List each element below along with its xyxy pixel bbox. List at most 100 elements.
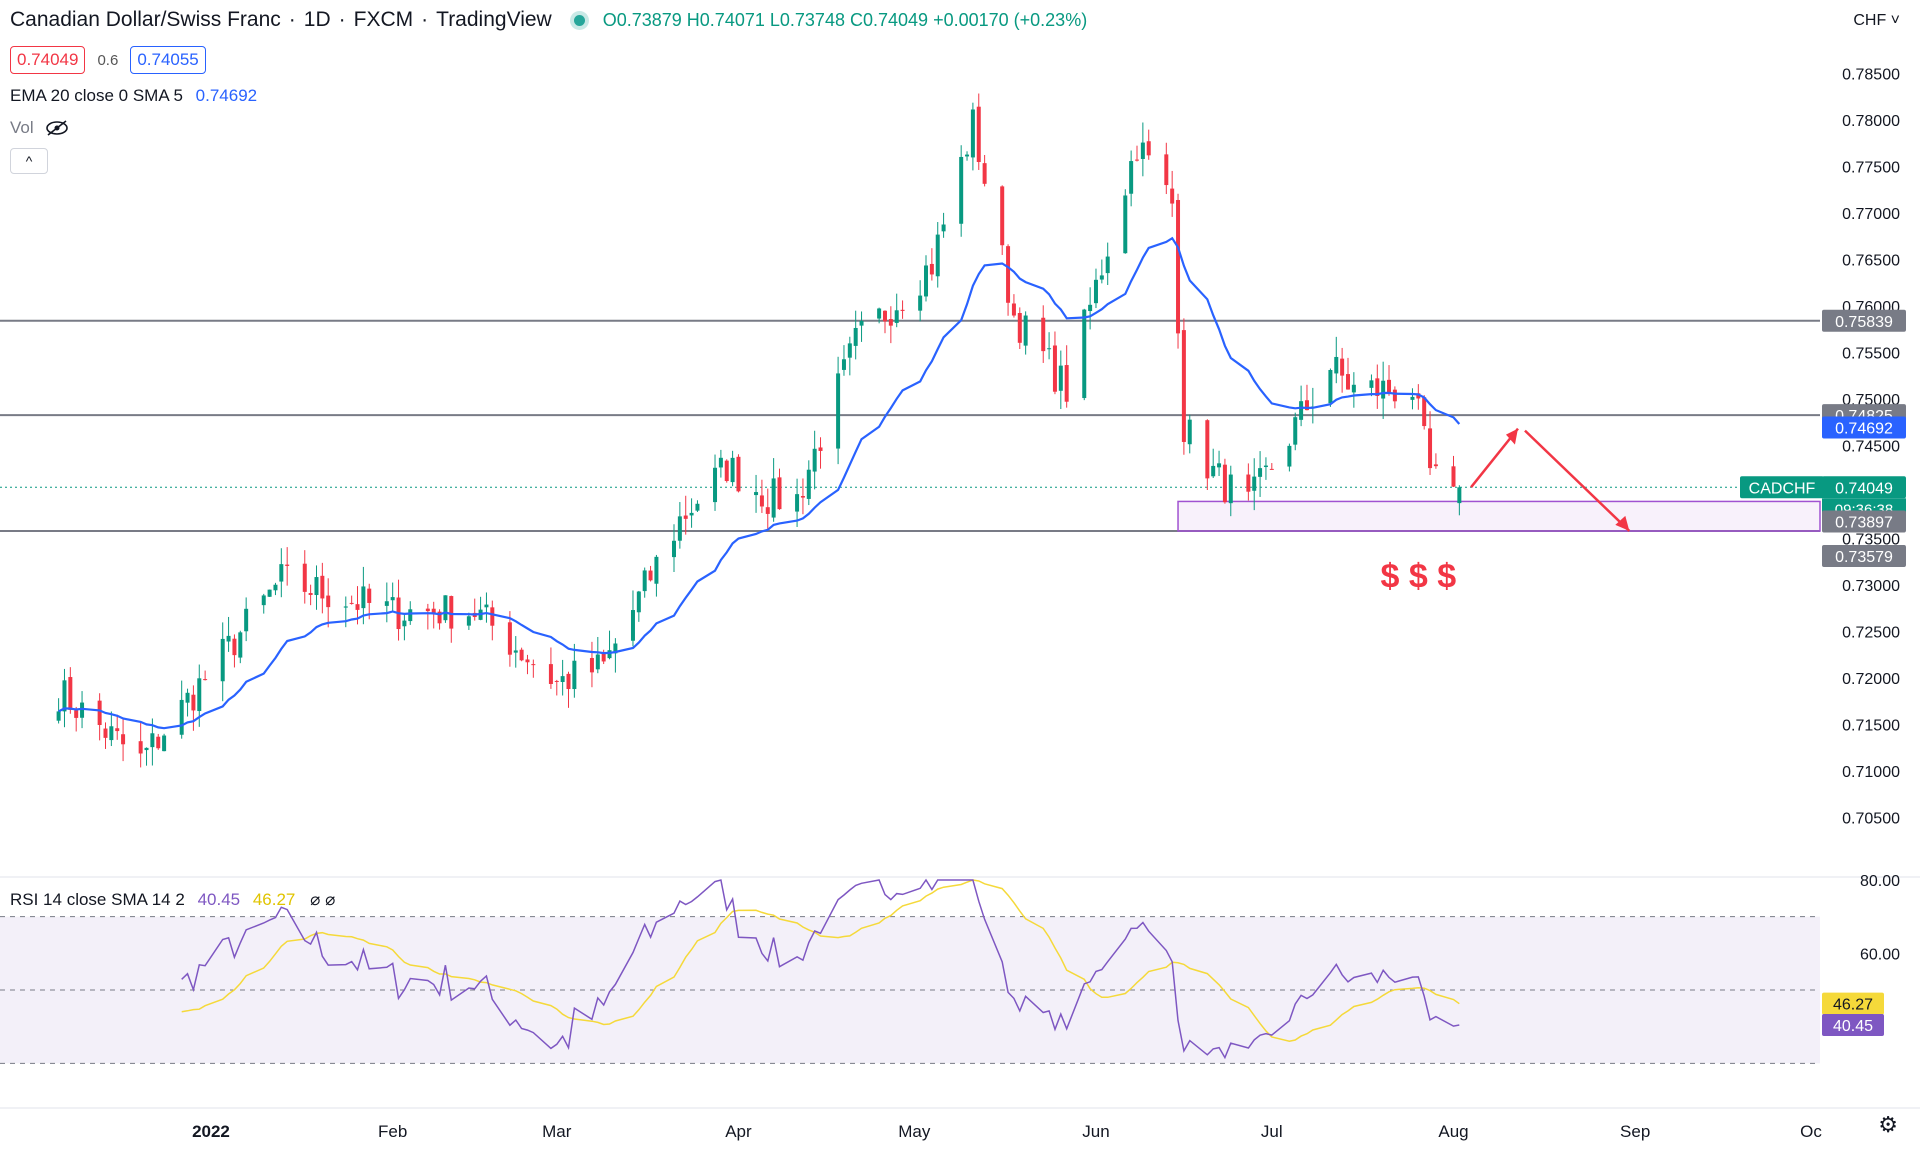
candle[interactable] xyxy=(1392,389,1397,402)
candle[interactable] xyxy=(800,495,805,498)
rsi-line[interactable] xyxy=(181,878,1460,1060)
candle[interactable] xyxy=(519,649,524,661)
candle[interactable] xyxy=(695,503,700,511)
candle[interactable] xyxy=(144,747,149,751)
candle[interactable] xyxy=(965,154,970,157)
candle[interactable] xyxy=(1258,468,1263,477)
candle[interactable] xyxy=(1164,154,1169,186)
candle[interactable] xyxy=(970,109,975,158)
candle[interactable] xyxy=(326,595,331,608)
candle[interactable] xyxy=(449,596,454,629)
rsi-pane[interactable] xyxy=(0,878,1820,1064)
candle[interactable] xyxy=(425,608,430,612)
candle[interactable] xyxy=(882,310,887,322)
candle[interactable] xyxy=(613,643,618,654)
candle[interactable] xyxy=(1205,420,1210,479)
candle[interactable] xyxy=(1252,476,1257,491)
candle[interactable] xyxy=(595,654,600,670)
candle[interactable] xyxy=(847,343,852,358)
candle[interactable] xyxy=(1064,365,1069,402)
candle[interactable] xyxy=(1287,445,1292,467)
candle[interactable] xyxy=(1135,159,1140,161)
candle[interactable] xyxy=(795,494,800,512)
candle[interactable] xyxy=(402,620,407,627)
candle[interactable] xyxy=(1345,374,1350,390)
eye-hidden-icon[interactable] xyxy=(44,119,70,137)
candle[interactable] xyxy=(115,728,120,732)
candle[interactable] xyxy=(589,658,594,673)
candle[interactable] xyxy=(554,680,559,682)
candle[interactable] xyxy=(654,556,659,584)
candle[interactable] xyxy=(1217,463,1222,468)
candle[interactable] xyxy=(109,726,114,741)
candle[interactable] xyxy=(1334,356,1339,374)
candle[interactable] xyxy=(642,570,647,592)
symbol-name[interactable]: Canadian Dollar/Swiss Franc xyxy=(10,8,281,31)
candle[interactable] xyxy=(226,635,231,642)
candle[interactable] xyxy=(62,680,67,712)
rsi-legend[interactable]: RSI 14 close SMA 14 2 40.45 46.27 ⌀ ⌀ xyxy=(10,890,335,910)
candle[interactable] xyxy=(1340,358,1345,376)
candle[interactable] xyxy=(285,564,290,566)
candle[interactable] xyxy=(349,602,354,604)
candle[interactable] xyxy=(513,650,518,653)
candle[interactable] xyxy=(900,309,905,311)
candle[interactable] xyxy=(771,478,776,518)
gear-icon[interactable]: ⚙ xyxy=(1878,1112,1898,1137)
candle[interactable] xyxy=(730,457,735,483)
candle[interactable] xyxy=(648,570,653,581)
candle[interactable] xyxy=(976,106,981,163)
candle[interactable] xyxy=(935,234,940,277)
candle[interactable] xyxy=(859,321,864,326)
candle[interactable] xyxy=(1058,365,1063,391)
projection-arrow-down[interactable] xyxy=(1524,429,1631,532)
candle[interactable] xyxy=(273,584,278,591)
candle[interactable] xyxy=(1228,474,1233,504)
candle[interactable] xyxy=(74,710,79,718)
candle[interactable] xyxy=(320,575,325,599)
candle[interactable] xyxy=(630,610,635,641)
ask-button[interactable]: 0.74055 xyxy=(130,46,206,74)
candle[interactable] xyxy=(97,700,102,726)
candle[interactable] xyxy=(408,609,413,622)
candle[interactable] xyxy=(1176,200,1181,334)
candle[interactable] xyxy=(736,456,741,492)
candle[interactable] xyxy=(1211,465,1216,477)
candle[interactable] xyxy=(812,448,817,472)
candle[interactable] xyxy=(150,733,155,748)
candle[interactable] xyxy=(806,469,811,499)
support-zone[interactable] xyxy=(1177,500,1821,532)
ema-legend[interactable]: EMA 20 close 0 SMA 5 0.74692 xyxy=(10,86,257,106)
candle[interactable] xyxy=(1017,313,1022,343)
candle[interactable] xyxy=(1047,348,1052,350)
candle[interactable] xyxy=(841,359,846,370)
candle[interactable] xyxy=(1299,401,1304,420)
candle[interactable] xyxy=(203,679,208,681)
candle[interactable] xyxy=(1416,393,1421,399)
rsi-hidden-icons[interactable]: ⌀ ⌀ xyxy=(310,890,336,909)
candle[interactable] xyxy=(1140,142,1145,159)
candle[interactable] xyxy=(367,588,372,603)
candle[interactable] xyxy=(1269,468,1274,470)
candle[interactable] xyxy=(924,265,929,297)
bid-button[interactable]: 0.74049 xyxy=(10,46,86,74)
candle[interactable] xyxy=(267,589,272,597)
candle[interactable] xyxy=(1129,161,1134,194)
candle[interactable] xyxy=(220,638,225,682)
candle[interactable] xyxy=(671,540,676,558)
candle[interactable] xyxy=(888,319,893,326)
candle[interactable] xyxy=(765,507,770,514)
candle[interactable] xyxy=(279,564,284,582)
candle[interactable] xyxy=(853,327,858,346)
candle[interactable] xyxy=(68,677,73,710)
candle[interactable] xyxy=(1422,397,1427,427)
candle[interactable] xyxy=(877,308,882,319)
candle[interactable] xyxy=(490,607,495,626)
candle[interactable] xyxy=(572,660,577,690)
candle[interactable] xyxy=(1023,315,1028,346)
candle[interactable] xyxy=(531,664,536,666)
candle[interactable] xyxy=(443,595,448,621)
candle[interactable] xyxy=(390,597,395,601)
candle[interactable] xyxy=(1428,428,1433,469)
